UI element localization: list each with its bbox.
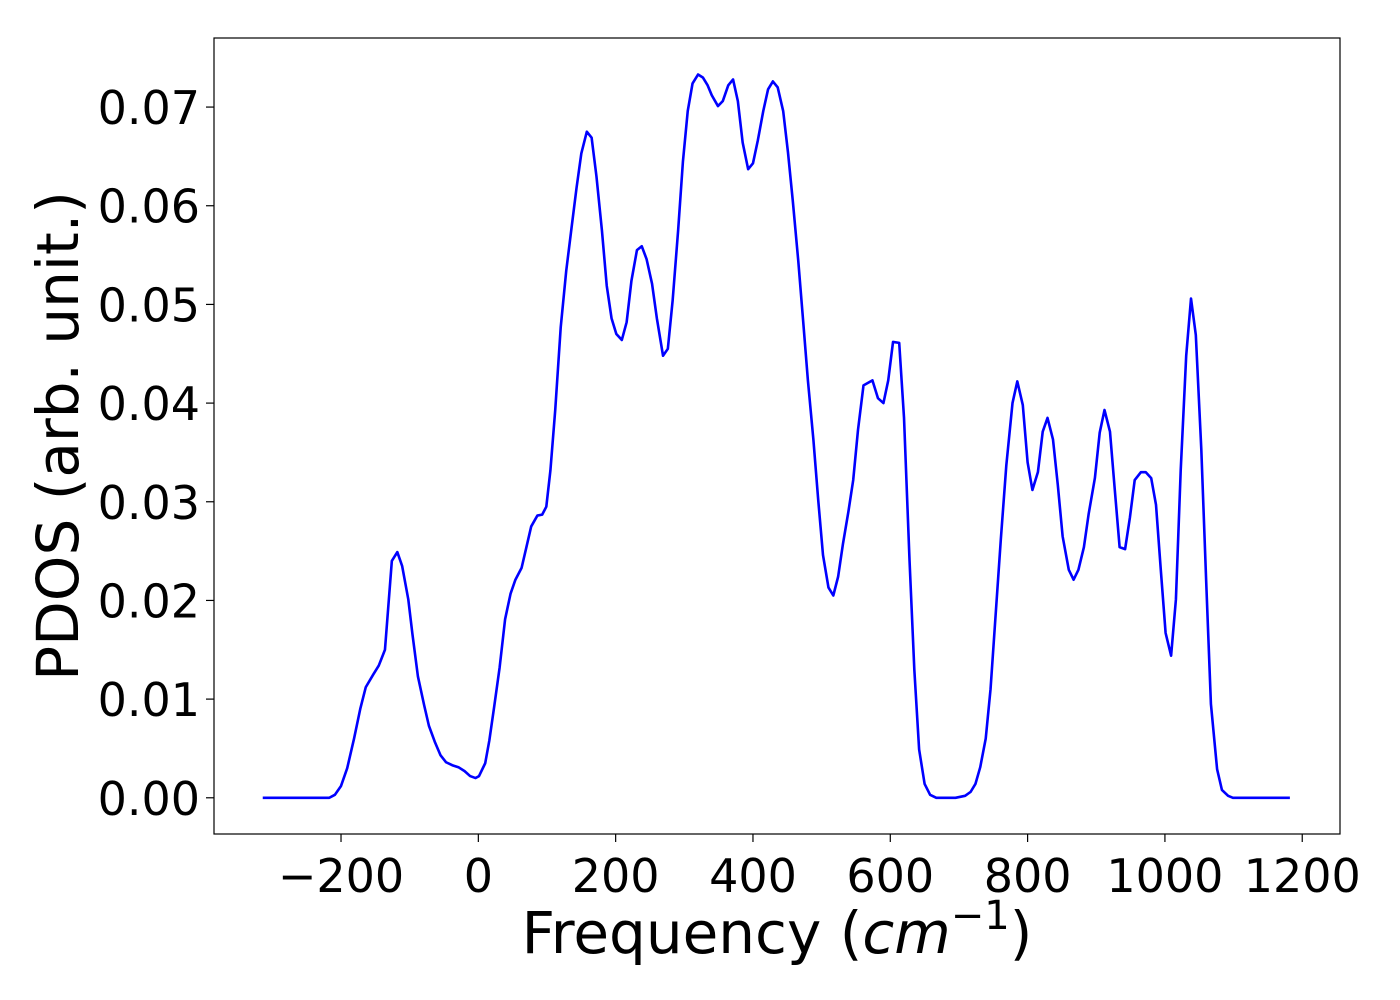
data-line [262,73,1290,800]
x-label-text: Frequency ( [522,899,863,967]
x-label-close: ) [1010,899,1033,967]
y-tick-label: 0.01 [98,673,200,727]
y-tick-label: 0.05 [98,278,200,332]
y-tick-label: 0.02 [98,574,200,628]
x-label-unit: cm [862,899,950,967]
x-tick-label: 0 [464,849,493,903]
plot-frame [213,37,1341,835]
y-tick-label: 0.00 [98,772,200,826]
x-tick-label: 200 [572,849,660,903]
x-tick-label: −200 [278,849,404,903]
y-tick-label: 0.07 [98,81,200,135]
x-axis-label: Frequency (cm−1) [522,893,1033,967]
y-tick-label: 0.03 [98,476,200,530]
x-tick-label: 1200 [1244,849,1361,903]
y-axis-label: PDOS (arb. unit.) [24,191,92,681]
x-tick-label: 800 [984,849,1072,903]
x-tick-label: 1000 [1106,849,1223,903]
y-tick-label: 0.06 [98,180,200,234]
y-tick-label: 0.04 [98,377,200,431]
x-label-power: −1 [951,893,1010,939]
x-tick-label: 600 [846,849,934,903]
x-tick-label: 400 [709,849,797,903]
